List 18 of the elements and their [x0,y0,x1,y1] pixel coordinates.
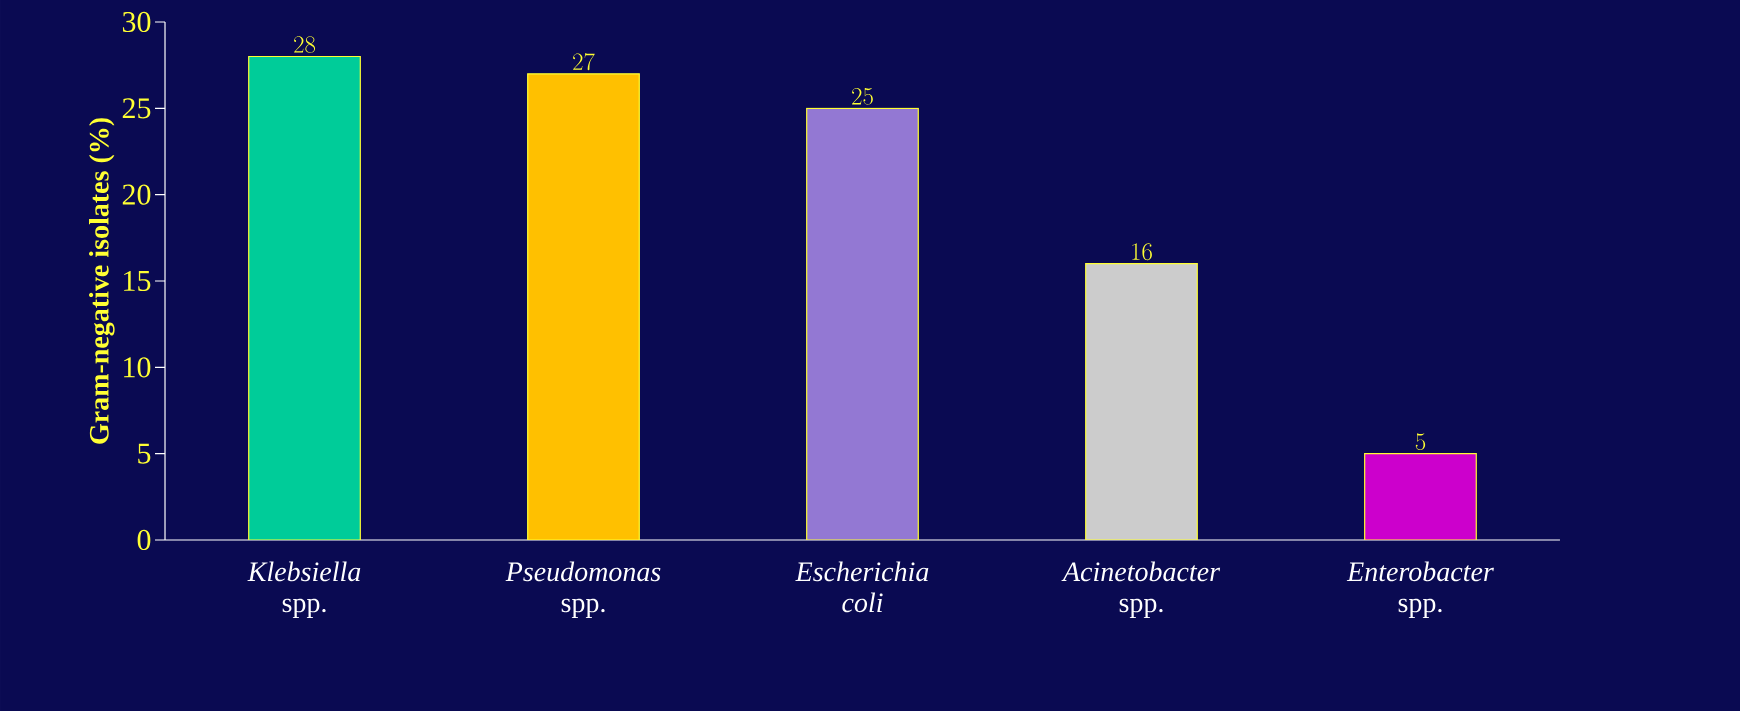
y-tick-label: 25 [122,98,151,119]
data-label: 25 [852,87,873,105]
data-label: 5 [1415,433,1426,451]
y-axis-title: Gram-negative isolates (%) [89,118,115,444]
y-tick-label: 30 [122,11,151,33]
data-label: 28 [294,36,316,53]
y-tick-label: 10 [124,357,151,378]
y-tick-label: 15 [124,270,151,292]
x-tick-label: Pseudomonas spp. [505,561,661,618]
x-tick-label: Klebsiella spp. [247,561,361,618]
x-tick-label: Acinetobacter spp. [1061,561,1221,618]
y-tick-label: 20 [122,184,151,205]
y-tick-label: 5 [138,443,151,464]
x-tick-label: Escherichia coli [795,561,929,613]
x-tick-label: Enterobacter spp. [1346,561,1494,618]
y-tick-label: 0 [137,529,151,551]
data-label: 27 [573,53,595,71]
data-label: 16 [1132,243,1152,261]
